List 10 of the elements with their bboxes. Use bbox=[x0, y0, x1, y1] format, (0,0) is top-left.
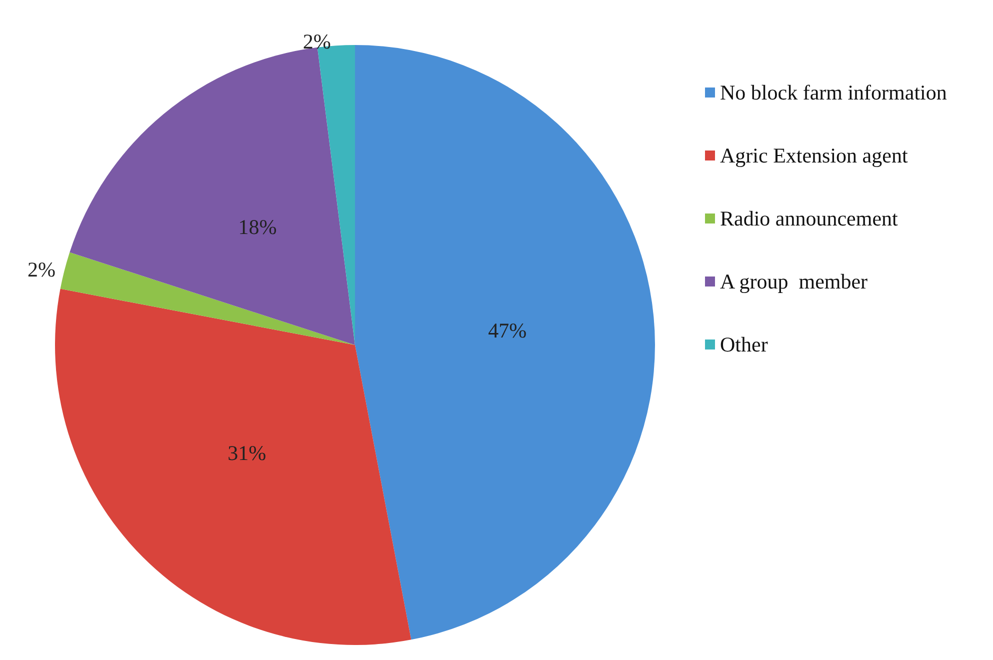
data-label: 18% bbox=[238, 215, 277, 240]
data-label: 2% bbox=[302, 30, 331, 54]
legend-label: Agric Extension agent bbox=[720, 144, 908, 168]
data-label: 47% bbox=[488, 318, 527, 343]
legend-label: Radio announcement bbox=[720, 206, 898, 230]
legend-label: A group member bbox=[720, 270, 868, 294]
legend-label: No block farm information bbox=[720, 80, 948, 104]
data-label: 31% bbox=[228, 441, 266, 466]
legend-label: Other bbox=[720, 332, 768, 356]
data-label: 2% bbox=[28, 257, 56, 282]
